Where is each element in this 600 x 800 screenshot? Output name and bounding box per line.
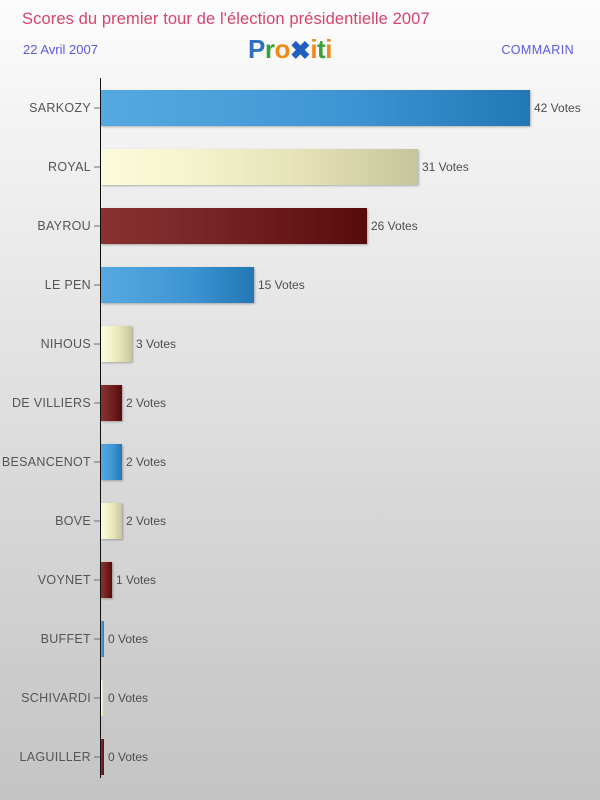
candidate-label: SCHIVARDI: [21, 690, 91, 705]
vote-count-label: 0 Votes: [108, 690, 149, 705]
bar-row: VOYNET 1 Votes: [0, 550, 600, 609]
bar-row: ROYAL 31 Votes: [0, 137, 600, 196]
vote-count-label: 1 Votes: [116, 572, 157, 587]
vote-bar: [101, 561, 112, 598]
vote-bar: [101, 89, 530, 126]
candidate-label: BUFFET: [40, 631, 91, 646]
candidate-label: BESANCENOT: [1, 454, 91, 469]
bar-row: NIHOUS 3 Votes: [0, 314, 600, 373]
chart-header: Scores du premier tour de l'élection pré…: [0, 0, 600, 78]
candidate-label: BOVE: [55, 513, 91, 528]
y-axis-line: [100, 78, 101, 778]
vote-count-label: 2 Votes: [126, 395, 167, 410]
vote-bar: [101, 325, 132, 362]
axis-tick: [94, 520, 100, 521]
logo-letter-4: i: [310, 34, 318, 64]
axis-tick: [94, 756, 100, 757]
candidate-label: LAGUILLER: [19, 749, 91, 764]
plot-area: SARKOZY 42 Votes ROYAL 31 Votes BAYROU 26 Vot…: [0, 78, 600, 800]
bar-row: BUFFET 0 Votes: [0, 609, 600, 668]
bar-row: SARKOZY 42 Votes: [0, 78, 600, 137]
bar-row: BOVE 2 Votes: [0, 491, 600, 550]
vote-count-label: 0 Votes: [108, 749, 149, 764]
vote-bar: [101, 207, 367, 244]
axis-tick: [94, 343, 100, 344]
axis-tick: [94, 166, 100, 167]
axis-tick: [94, 579, 100, 580]
vote-bar: [101, 502, 122, 539]
candidate-label: VOYNET: [37, 572, 91, 587]
vote-count-label: 2 Votes: [126, 513, 167, 528]
vote-bar: [101, 679, 104, 716]
logo-letter-1: r: [264, 34, 275, 64]
candidate-label: LE PEN: [44, 277, 91, 292]
axis-tick: [94, 402, 100, 403]
candidate-label: DE VILLIERS: [11, 395, 91, 410]
vote-count-label: 42 Votes: [534, 100, 581, 115]
logo-letter-0: P: [248, 34, 265, 64]
logo-letter-3: ✖: [289, 37, 311, 65]
vote-bar: [101, 443, 122, 480]
election-date: 22 Avril 2007: [23, 42, 98, 57]
candidate-label: ROYAL: [48, 159, 91, 174]
vote-count-label: 3 Votes: [136, 336, 177, 351]
bar-row: LE PEN 15 Votes: [0, 255, 600, 314]
bar-row: DE VILLIERS 2 Votes: [0, 373, 600, 432]
vote-count-label: 15 Votes: [258, 277, 305, 292]
bar-row: BAYROU 26 Votes: [0, 196, 600, 255]
vote-bar: [101, 384, 122, 421]
bar-row: LAGUILLER 0 Votes: [0, 727, 600, 786]
candidate-label: BAYROU: [37, 218, 91, 233]
vote-bar: [101, 738, 104, 775]
candidate-label: NIHOUS: [40, 336, 91, 351]
proxiti-logo[interactable]: Pro✖iti: [248, 34, 332, 65]
axis-tick: [94, 284, 100, 285]
bar-row: SCHIVARDI 0 Votes: [0, 668, 600, 727]
axis-tick: [94, 225, 100, 226]
axis-tick: [94, 638, 100, 639]
axis-tick: [94, 461, 100, 462]
logo-letter-2: o: [274, 34, 290, 64]
vote-count-label: 0 Votes: [108, 631, 149, 646]
page-title: Scores du premier tour de l'élection pré…: [22, 10, 430, 28]
commune-name: COMMARIN: [501, 43, 574, 57]
axis-tick: [94, 107, 100, 108]
vote-count-label: 31 Votes: [422, 159, 469, 174]
vote-count-label: 26 Votes: [371, 218, 418, 233]
vote-count-label: 2 Votes: [126, 454, 167, 469]
axis-tick: [94, 697, 100, 698]
logo-letter-6: i: [325, 34, 332, 64]
vote-bar: [101, 148, 418, 185]
vote-bar: [101, 620, 104, 657]
vote-bar: [101, 266, 254, 303]
candidate-label: SARKOZY: [29, 100, 91, 115]
logo-letter-5: t: [317, 34, 326, 64]
bar-row: BESANCENOT 2 Votes: [0, 432, 600, 491]
